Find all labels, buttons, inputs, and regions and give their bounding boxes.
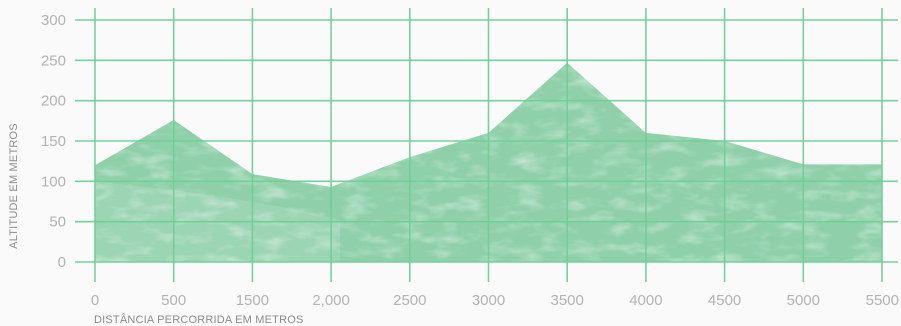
x-tick-label: 2,000 [312,292,350,309]
y-tick-label: 150 [41,133,66,150]
x-tick-label: 3500 [551,292,584,309]
x-tick-label: 4500 [708,292,741,309]
x-axis-ticks: 0 500 1500 2,000 2500 3000 3500 4000 4500 5000 550… [91,292,899,309]
y-tick-label: 50 [49,214,66,231]
y-tick-label: 200 [41,93,66,110]
y-tick-label: 250 [41,52,66,69]
y-axis-ticks: 0 50 100 150 200 250 300 [41,12,66,271]
x-tick-label: 3000 [472,292,505,309]
y-axis-title: ALTITUDE EM METROS [8,123,20,249]
x-tick-label: 4000 [629,292,662,309]
y-tick-label: 100 [41,173,66,190]
y-tick-label: 0 [58,254,66,271]
x-tick-label: 5000 [787,292,820,309]
x-tick-label: 0 [91,292,99,309]
grid-lines [75,8,898,282]
x-tick-label: 500 [161,292,186,309]
x-tick-label: 5500 [866,292,899,309]
y-tick-label: 300 [41,12,66,29]
x-tick-label: 1500 [236,292,269,309]
x-axis-title: DISTÂNCIA PERCORRIDA EM METROS [94,313,304,326]
x-tick-label: 2500 [393,292,426,309]
